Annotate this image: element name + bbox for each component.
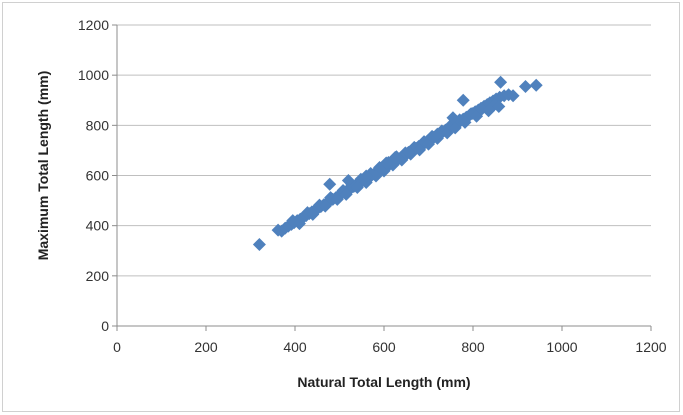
y-tick-label-6: 1200	[78, 17, 109, 33]
x-tick-label-4: 800	[461, 339, 485, 355]
data-point	[339, 187, 353, 201]
data-point	[458, 115, 472, 129]
data-point	[506, 89, 520, 103]
axes	[112, 24, 652, 331]
x-tick-label-5: 1000	[546, 339, 577, 355]
data-point	[306, 207, 320, 221]
data-point	[529, 78, 543, 92]
x-tick-label-0: 0	[113, 339, 121, 355]
data-point	[430, 127, 444, 141]
y-tick-label-3: 600	[86, 168, 110, 184]
data-point	[292, 217, 306, 231]
data-point	[359, 169, 373, 183]
data-point	[359, 176, 373, 190]
x-axis-title: Natural Total Length (mm)	[297, 374, 470, 390]
y-tick-label-1: 200	[86, 268, 110, 284]
data-point	[252, 237, 266, 251]
data-point	[519, 79, 533, 93]
data-point	[379, 156, 393, 170]
y-axis-title: Maximum Total Length (mm)	[35, 71, 51, 261]
x-tick-label-3: 600	[372, 339, 396, 355]
data-point	[456, 93, 470, 107]
data-point	[330, 192, 344, 206]
x-tick-label-1: 200	[194, 339, 218, 355]
data-point	[446, 111, 460, 125]
data-point	[494, 75, 508, 89]
data-points	[252, 75, 543, 251]
data-point	[388, 150, 402, 164]
data-point	[341, 174, 355, 188]
x-tick-label-2: 400	[283, 339, 307, 355]
data-point	[492, 100, 506, 114]
y-tick-label-4: 800	[86, 117, 110, 133]
tick-labels: 0 200 400 600 800 1000 1200 0 200 400 600 800 1000 12…	[78, 17, 667, 355]
x-tick-label-6: 1200	[635, 339, 666, 355]
data-point	[318, 199, 332, 213]
data-point	[401, 145, 415, 159]
gridlines	[117, 24, 651, 277]
y-tick-label-0: 0	[101, 318, 109, 334]
data-point	[323, 177, 337, 191]
y-tick-label-5: 1000	[78, 67, 109, 83]
y-tick-label-2: 400	[86, 218, 110, 234]
